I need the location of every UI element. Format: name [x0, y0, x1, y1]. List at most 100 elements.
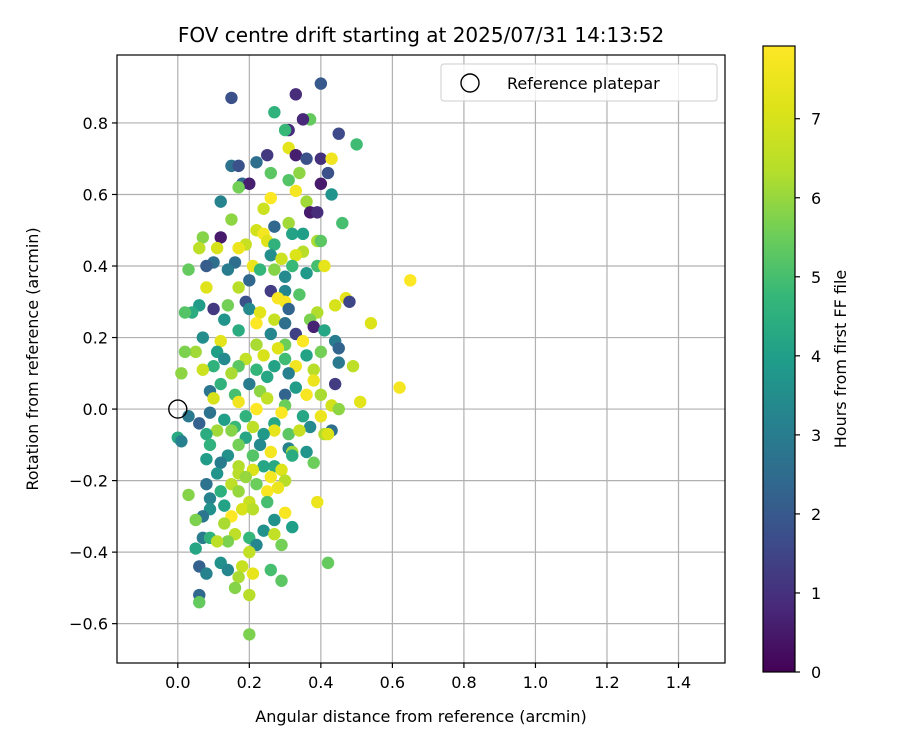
data-point — [214, 485, 227, 498]
x-tick-label: 0.6 — [380, 673, 405, 692]
data-point — [178, 306, 192, 319]
data-point — [200, 477, 213, 491]
data-point — [232, 181, 245, 194]
data-point — [253, 263, 267, 276]
data-point — [289, 148, 303, 162]
y-tick-label: −0.2 — [69, 472, 108, 491]
colorbar-tick-label: 7 — [811, 110, 821, 129]
data-point — [250, 338, 263, 351]
legend: Reference platepar — [440, 63, 718, 102]
data-point — [278, 317, 292, 330]
colorbar-label: Hours from first FF file — [831, 270, 850, 449]
data-point — [210, 467, 224, 480]
data-point — [257, 202, 270, 215]
data-point — [246, 567, 260, 580]
data-point — [282, 216, 295, 230]
data-point — [268, 359, 281, 373]
x-tick-label: 1.0 — [523, 673, 548, 692]
data-point — [314, 345, 328, 359]
data-point — [346, 359, 360, 373]
data-point — [282, 367, 295, 380]
data-point — [210, 241, 224, 255]
data-point — [257, 524, 270, 537]
data-point — [336, 216, 349, 230]
y-axis-label: Rotation from reference (arcmin) — [23, 227, 42, 490]
data-point — [325, 152, 338, 165]
data-point — [354, 395, 367, 409]
data-point — [221, 535, 235, 548]
data-point — [314, 77, 328, 90]
x-tick-label: 0.8 — [451, 673, 476, 692]
data-point — [214, 334, 227, 348]
data-point — [193, 417, 206, 430]
data-point — [182, 263, 195, 276]
data-point — [296, 334, 310, 348]
data-point — [321, 166, 335, 180]
data-point — [268, 424, 281, 437]
x-tick-label: 0.0 — [165, 673, 190, 692]
data-point — [264, 166, 277, 180]
data-point — [332, 356, 345, 369]
data-point — [232, 438, 245, 452]
data-point — [300, 445, 313, 459]
data-point — [200, 427, 213, 441]
data-point — [250, 402, 263, 416]
data-point — [257, 427, 270, 441]
data-point — [214, 231, 227, 244]
data-point — [175, 435, 188, 448]
data-point — [264, 191, 277, 205]
data-point — [232, 241, 245, 255]
data-point — [250, 363, 263, 376]
data-point — [196, 363, 210, 376]
data-point — [350, 138, 363, 151]
data-point — [218, 313, 231, 326]
data-point — [393, 381, 406, 394]
data-point — [303, 420, 317, 434]
data-point — [257, 349, 270, 362]
data-point — [207, 359, 220, 373]
grid-lines — [117, 55, 725, 663]
data-point — [268, 513, 281, 527]
data-point — [282, 173, 295, 187]
data-point — [268, 528, 281, 541]
data-points — [171, 77, 417, 641]
data-point — [286, 449, 299, 462]
data-point — [343, 295, 356, 308]
data-point — [203, 406, 217, 419]
legend-marker — [460, 73, 480, 93]
data-point — [218, 413, 231, 426]
data-point — [221, 299, 235, 312]
data-point — [261, 370, 274, 384]
y-tick-label: −0.4 — [69, 543, 108, 562]
colorbar-tick-label: 3 — [811, 426, 821, 445]
data-point — [253, 438, 267, 452]
data-point — [225, 424, 238, 437]
data-point — [275, 574, 288, 587]
data-point — [278, 388, 292, 401]
legend-box — [440, 63, 718, 102]
data-point — [243, 177, 256, 190]
data-point — [214, 456, 227, 469]
data-point — [264, 470, 277, 484]
data-point — [282, 302, 295, 316]
colorbar: 0 1 2 3 4 5 6 7 Hours from first FF file — [762, 45, 850, 682]
data-point — [239, 410, 252, 423]
data-point — [275, 252, 288, 266]
data-point — [268, 263, 281, 276]
data-point — [314, 234, 328, 248]
colorbar-gradient — [762, 45, 796, 673]
data-point — [289, 249, 303, 262]
data-point — [175, 367, 188, 380]
data-point — [314, 388, 328, 401]
data-point — [246, 503, 260, 516]
data-point — [243, 628, 256, 641]
data-point — [178, 345, 192, 359]
data-point — [243, 588, 256, 602]
x-axis-label: Angular distance from reference (arcmin) — [255, 707, 586, 726]
data-point — [232, 281, 245, 294]
data-point — [257, 460, 270, 473]
data-point — [221, 263, 235, 276]
data-point — [261, 392, 274, 405]
data-point — [364, 317, 378, 330]
